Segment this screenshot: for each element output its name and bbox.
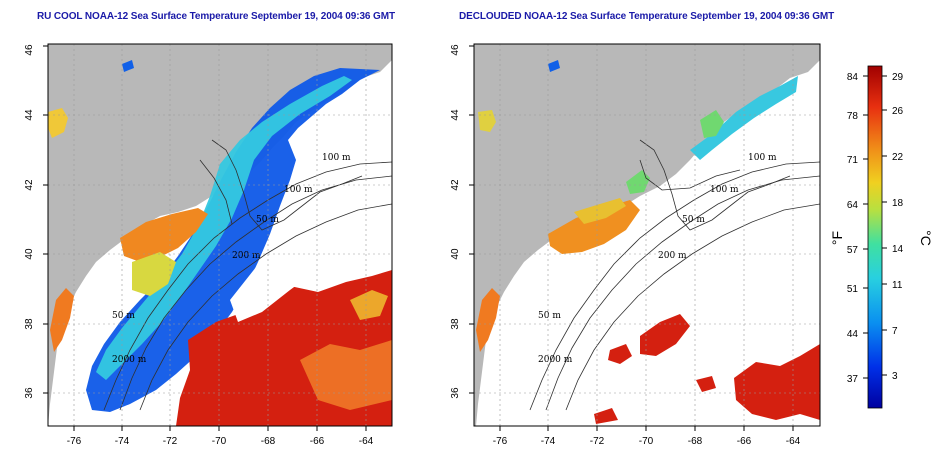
fahrenheit-tick-labels: 84 78 71 64 57 51 44 37 xyxy=(847,72,859,385)
fahrenheit-tick: 84 xyxy=(847,72,859,83)
left-contour-label-2000m: 2000 m xyxy=(112,355,147,365)
left-contour-label-50m-lower: 50 m xyxy=(112,311,135,321)
right-lon-tick: -64 xyxy=(786,436,801,447)
fahrenheit-tick: 44 xyxy=(847,329,859,340)
left-map-panel: 100 m 100 m 50 m 200 m 50 m 2000 m - xyxy=(24,44,392,447)
celsius-tick: 18 xyxy=(892,198,904,209)
celsius-tick: 14 xyxy=(892,244,904,255)
right-lon-tick: -74 xyxy=(541,436,556,447)
fahrenheit-axis-label: °F xyxy=(829,231,845,245)
right-contour-label-2000m: 2000 m xyxy=(538,355,573,365)
right-lat-tick: 44 xyxy=(450,109,461,121)
left-lat-tick: 38 xyxy=(24,318,35,330)
right-contour-label-100m-upper: 100 m xyxy=(748,153,777,163)
fahrenheit-tick: 71 xyxy=(847,155,859,166)
left-lon-tick-labels: -76 -74 -72 -70 -68 -66 -64 xyxy=(67,436,374,447)
left-contour-label-100m-lower: 100 m xyxy=(284,185,313,195)
celsius-tick: 26 xyxy=(892,106,904,117)
right-lat-tick: 36 xyxy=(450,387,461,399)
celsius-tick: 3 xyxy=(892,371,898,382)
left-lon-tick: -66 xyxy=(310,436,325,447)
right-lon-tick: -68 xyxy=(688,436,703,447)
left-lat-tick-labels: 36 38 40 42 44 46 xyxy=(24,44,35,399)
left-lon-tick: -64 xyxy=(359,436,374,447)
left-lat-tick: 44 xyxy=(24,109,35,121)
celsius-tick: 22 xyxy=(892,152,904,163)
celsius-tick: 29 xyxy=(892,72,904,83)
right-lat-tick: 46 xyxy=(450,44,461,56)
right-map-panel: 100 m 100 m 50 m 200 m 50 m 2000 m -76 - xyxy=(450,44,820,447)
left-lon-tick: -70 xyxy=(212,436,227,447)
left-lon-tick: -76 xyxy=(67,436,82,447)
fahrenheit-tick: 51 xyxy=(847,284,859,295)
fahrenheit-tick: 78 xyxy=(847,111,859,122)
right-lon-tick: -76 xyxy=(493,436,508,447)
left-lon-tick: -72 xyxy=(163,436,178,447)
left-lat-tick: 40 xyxy=(24,248,35,260)
fahrenheit-tick: 57 xyxy=(847,245,859,256)
right-contour-label-50m-lower: 50 m xyxy=(538,311,561,321)
right-contour-label-50m-upper: 50 m xyxy=(682,215,705,225)
left-contour-label-200m: 200 m xyxy=(232,251,261,261)
celsius-tick-labels: 29 26 22 18 14 11 7 3 xyxy=(892,72,904,382)
colorbar-gradient xyxy=(868,66,882,408)
celsius-tick: 11 xyxy=(892,280,903,291)
right-lon-tick-labels: -76 -74 -72 -70 -68 -66 -64 xyxy=(493,436,801,447)
left-contour-label-50m-upper: 50 m xyxy=(256,215,279,225)
right-contour-label-100m-lower: 100 m xyxy=(710,185,739,195)
left-lat-tick: 36 xyxy=(24,387,35,399)
right-lat-tick: 42 xyxy=(450,179,461,191)
temperature-colorbar: 84 78 71 64 57 51 44 37 29 26 22 18 14 1… xyxy=(829,66,934,408)
fahrenheit-tick: 37 xyxy=(847,374,859,385)
left-lon-tick: -68 xyxy=(261,436,276,447)
right-lon-tick: -72 xyxy=(590,436,605,447)
right-lat-tick-labels: 36 38 40 42 44 46 xyxy=(450,44,461,399)
right-contour-label-200m: 200 m xyxy=(658,251,687,261)
right-lon-tick: -70 xyxy=(639,436,654,447)
right-lat-tick: 38 xyxy=(450,318,461,330)
right-lat-tick: 40 xyxy=(450,248,461,260)
left-lon-tick: -74 xyxy=(115,436,130,447)
right-lon-tick: -66 xyxy=(737,436,752,447)
celsius-axis-label: °C xyxy=(918,230,934,246)
left-lat-tick: 42 xyxy=(24,179,35,191)
fahrenheit-tick: 64 xyxy=(847,200,859,211)
left-contour-label-100m-upper: 100 m xyxy=(322,153,351,163)
left-lat-tick: 46 xyxy=(24,44,35,56)
celsius-tick: 7 xyxy=(892,326,898,337)
